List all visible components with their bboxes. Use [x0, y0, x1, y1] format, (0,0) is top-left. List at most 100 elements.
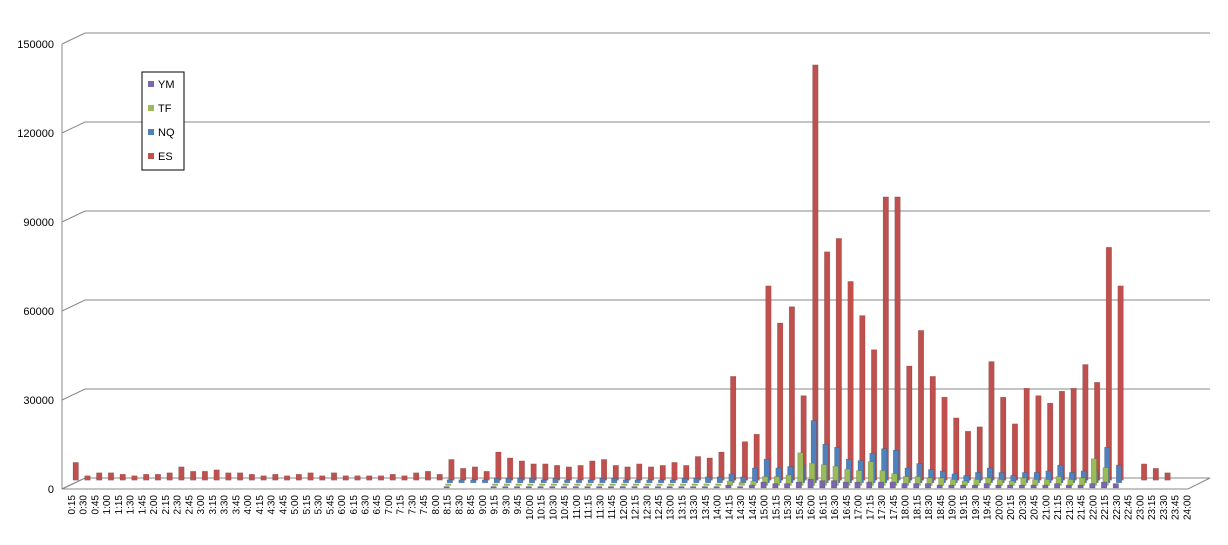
x-tick-label: 4:00 — [243, 495, 254, 515]
bar — [354, 475, 361, 481]
bar — [669, 479, 676, 484]
x-tick-label: 15:00 — [760, 495, 771, 520]
bar — [154, 474, 161, 481]
x-tick-label: 21:00 — [1041, 495, 1052, 520]
bar — [621, 483, 628, 486]
x-tick-label: 20:45 — [1030, 495, 1041, 520]
bar — [971, 484, 978, 489]
bar — [131, 475, 138, 481]
bar — [948, 484, 955, 489]
x-tick-label: 13:00 — [666, 495, 677, 520]
bar — [307, 472, 314, 481]
x-tick-label: 15:15 — [771, 495, 782, 520]
legend: YM TF NQ ES — [141, 71, 185, 171]
x-tick-label: 16:45 — [842, 495, 853, 520]
x-tick-label: 11:00 — [572, 495, 583, 520]
bar — [597, 483, 604, 486]
bar — [539, 483, 546, 486]
bar — [495, 451, 502, 481]
bar — [366, 475, 373, 481]
x-tick-label: 20:00 — [994, 495, 1005, 520]
bar — [983, 483, 990, 489]
bar — [515, 483, 522, 486]
bar — [502, 486, 509, 489]
bar — [1008, 480, 1015, 486]
bar — [84, 475, 91, 481]
x-tick-label: 11:30 — [595, 495, 606, 520]
bar — [681, 478, 688, 484]
bar — [1043, 479, 1050, 486]
bar — [518, 460, 525, 481]
bar — [654, 486, 661, 489]
bar — [565, 466, 572, 481]
x-tick-label: 19:30 — [971, 495, 982, 520]
bar — [1082, 364, 1089, 481]
back-wall — [85, 33, 1210, 478]
bar — [718, 451, 725, 481]
x-tick-label: 16:30 — [830, 495, 841, 520]
bar — [1032, 479, 1039, 486]
bar — [936, 484, 943, 489]
bar — [1101, 481, 1108, 489]
bar — [599, 478, 606, 484]
grid-line — [61, 388, 1210, 401]
x-tick-label: 3:45 — [231, 495, 242, 515]
bar — [609, 483, 616, 486]
bar — [878, 481, 885, 489]
bar — [503, 483, 510, 486]
x-tick-label: 5:15 — [302, 495, 313, 515]
bar — [894, 196, 901, 481]
x-tick-label: 10:30 — [548, 495, 559, 520]
bar — [225, 472, 232, 481]
bar — [752, 467, 759, 484]
bar — [505, 478, 512, 484]
x-tick-label: 9:30 — [501, 495, 512, 515]
bar — [694, 456, 701, 481]
x-tick-label: 14:15 — [724, 495, 735, 520]
x-tick-label: 22:30 — [1112, 495, 1123, 520]
bar — [1007, 484, 1014, 489]
bar — [611, 478, 618, 484]
x-tick-label: 4:30 — [267, 495, 278, 515]
bar — [624, 466, 631, 481]
bar — [470, 479, 477, 484]
x-tick-label: 0:15 — [67, 495, 78, 515]
y-tick-label: 60000 — [23, 306, 54, 318]
bar — [831, 480, 838, 489]
bar — [471, 466, 478, 481]
x-tick-label: 10:00 — [525, 495, 536, 520]
bar — [1152, 468, 1159, 481]
x-tick-label: 17:45 — [889, 495, 900, 520]
bar — [772, 483, 779, 489]
bar — [389, 474, 396, 481]
bar — [525, 486, 532, 489]
bar — [72, 462, 79, 481]
bar — [564, 479, 571, 484]
bar — [342, 475, 349, 481]
bar — [960, 484, 967, 489]
bar — [866, 481, 873, 489]
bar — [260, 475, 267, 481]
bar — [715, 483, 722, 486]
bar — [190, 471, 197, 481]
x-tick-label: 7:45 — [419, 495, 430, 515]
bar — [540, 479, 547, 484]
x-tick-label: 13:45 — [701, 495, 712, 520]
x-tick-label: 23:30 — [1159, 495, 1170, 520]
bar — [691, 483, 698, 486]
bar — [574, 483, 581, 486]
bar — [678, 486, 685, 489]
x-tick-label: 4:45 — [278, 495, 289, 515]
bar — [631, 486, 638, 489]
x-tick-label: 1:15 — [114, 495, 125, 515]
x-tick-label: 12:30 — [642, 495, 653, 520]
bar — [807, 478, 814, 489]
x-tick-label: 10:15 — [537, 495, 548, 520]
bar — [918, 330, 925, 481]
bar — [1164, 472, 1171, 481]
grid-line — [61, 210, 1210, 223]
bar — [1117, 285, 1124, 481]
bar — [741, 441, 748, 481]
bar — [552, 478, 559, 484]
